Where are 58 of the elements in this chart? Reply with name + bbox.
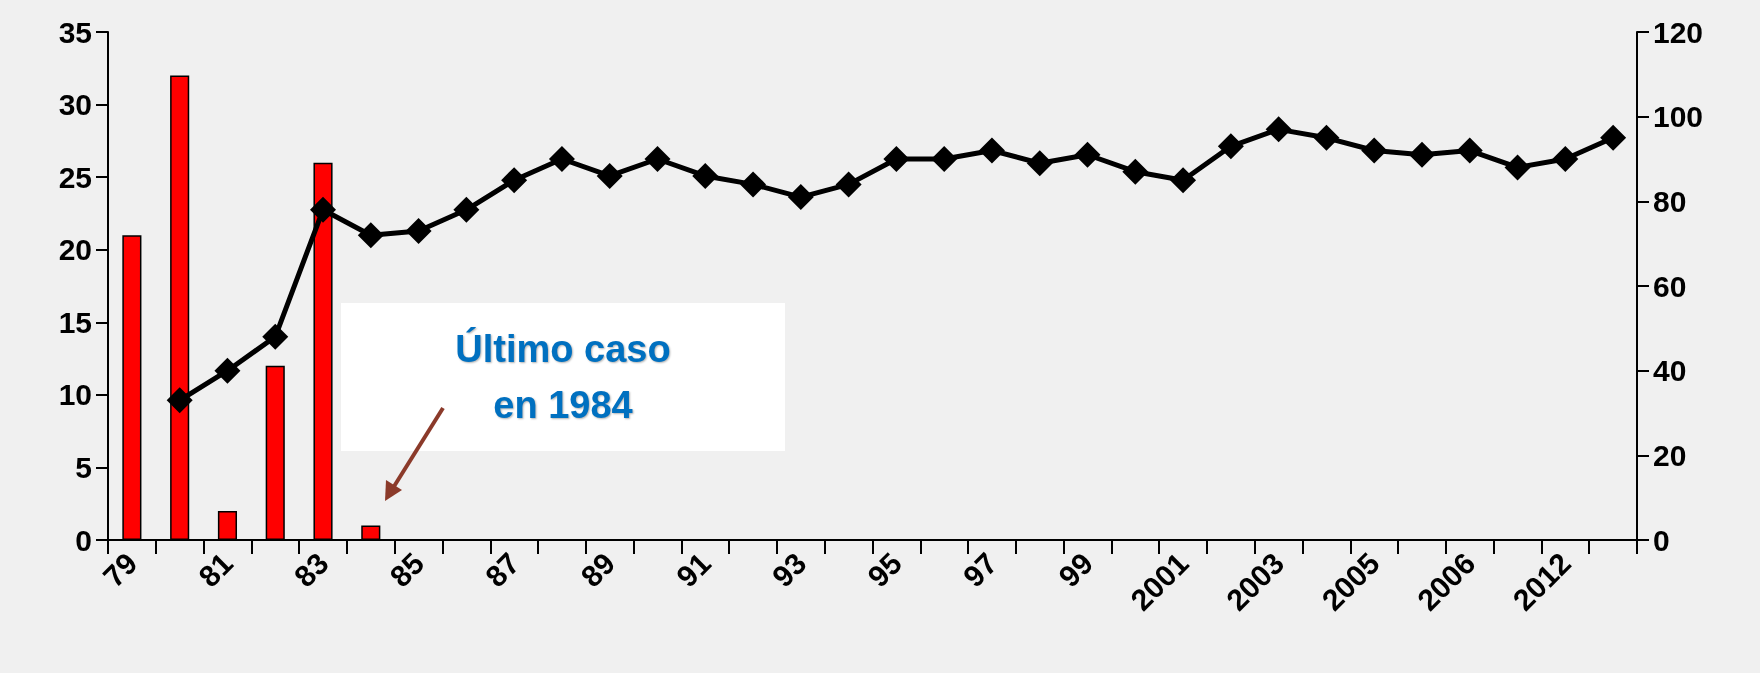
y-tick-label: 15 <box>58 305 92 339</box>
y2-tick-label: 60 <box>1653 269 1687 303</box>
y-tick-label: 20 <box>58 233 92 267</box>
point <box>214 357 241 384</box>
y-tick-label: 5 <box>75 450 92 484</box>
y2-tick-label: 20 <box>1653 438 1687 472</box>
point <box>1552 146 1579 172</box>
point <box>1313 124 1340 151</box>
point <box>931 146 958 172</box>
x-tick-label: 83 <box>287 546 335 594</box>
point <box>883 146 910 172</box>
point <box>1456 137 1483 164</box>
point <box>310 196 337 223</box>
y2-tick-label: 80 <box>1653 184 1687 218</box>
point <box>1265 116 1292 143</box>
y2-tick-label: 0 <box>1653 523 1670 557</box>
point <box>501 167 528 194</box>
point <box>1408 141 1435 168</box>
y-tick-label: 0 <box>75 523 92 557</box>
x-tick-label: 81 <box>192 546 240 594</box>
x-tick-label: 93 <box>765 546 813 594</box>
point <box>1026 150 1053 177</box>
x-tick-label: 91 <box>670 546 717 594</box>
point <box>1074 141 1101 168</box>
y-tick-label: 30 <box>58 88 92 122</box>
x-tick-label: 89 <box>574 546 622 594</box>
x-tick-label: 95 <box>861 546 909 594</box>
point <box>262 323 289 350</box>
point <box>548 146 575 172</box>
y2-tick-label: 40 <box>1653 354 1687 388</box>
y-tick-label: 35 <box>58 15 92 49</box>
point <box>978 137 1005 164</box>
point <box>1170 167 1197 194</box>
point <box>405 217 432 244</box>
point <box>1217 133 1244 160</box>
point <box>692 162 719 189</box>
y2-tick-label: 120 <box>1653 15 1704 49</box>
point <box>787 184 814 211</box>
x-tick-label: 85 <box>383 546 431 594</box>
x-tick-label: 79 <box>96 546 144 594</box>
text-box: Último caso en 1984 <box>341 303 785 451</box>
x-tick-label: 99 <box>1052 546 1100 594</box>
point <box>357 222 384 249</box>
x-tick-label: 87 <box>478 546 526 594</box>
point <box>835 171 862 198</box>
point <box>1600 124 1627 151</box>
point <box>453 196 480 223</box>
point <box>740 171 767 198</box>
point <box>166 387 193 414</box>
y-tick-label: 10 <box>58 378 92 412</box>
x-tick-label: 97 <box>956 546 1004 594</box>
y-tick-label: 25 <box>58 160 92 194</box>
point <box>1122 158 1149 185</box>
y2-tick-label: 100 <box>1653 100 1704 134</box>
point <box>1504 154 1531 181</box>
point <box>596 162 623 189</box>
point <box>644 146 671 172</box>
point <box>1361 137 1388 164</box>
